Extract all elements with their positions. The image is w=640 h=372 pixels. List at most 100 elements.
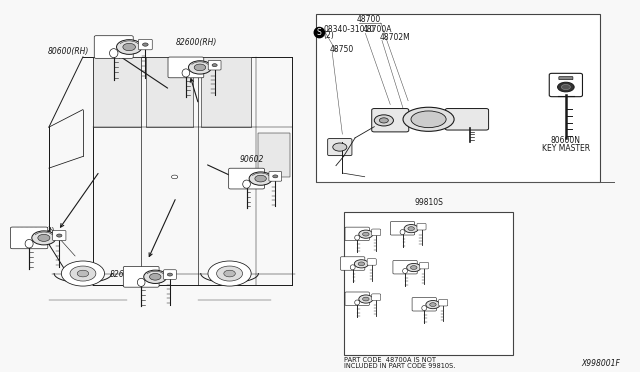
Text: 99810S: 99810S (415, 198, 444, 207)
Circle shape (429, 303, 436, 307)
Circle shape (123, 44, 136, 51)
Text: 48700A: 48700A (363, 25, 392, 34)
Ellipse shape (355, 300, 360, 305)
Circle shape (61, 261, 104, 286)
FancyBboxPatch shape (559, 77, 573, 80)
FancyBboxPatch shape (208, 60, 221, 70)
Text: KEY MASTER: KEY MASTER (542, 144, 590, 153)
Circle shape (116, 40, 142, 54)
Polygon shape (93, 57, 141, 127)
FancyBboxPatch shape (124, 266, 159, 287)
Circle shape (143, 43, 148, 46)
Circle shape (249, 172, 272, 185)
Circle shape (406, 263, 421, 272)
FancyBboxPatch shape (345, 227, 369, 241)
FancyBboxPatch shape (372, 294, 381, 301)
FancyBboxPatch shape (340, 257, 365, 270)
FancyBboxPatch shape (164, 270, 176, 279)
Text: 80600N: 80600N (551, 137, 581, 145)
Ellipse shape (138, 278, 145, 286)
Circle shape (168, 273, 173, 276)
Circle shape (363, 297, 369, 301)
Circle shape (255, 175, 266, 182)
FancyBboxPatch shape (372, 109, 409, 132)
Circle shape (38, 234, 50, 241)
Text: (2): (2) (323, 32, 334, 41)
Text: S: S (317, 28, 322, 37)
Bar (316, 14, 600, 182)
Circle shape (380, 118, 388, 123)
FancyBboxPatch shape (367, 259, 376, 265)
Circle shape (32, 231, 56, 245)
Ellipse shape (109, 49, 118, 58)
Circle shape (70, 266, 96, 281)
Text: X998001F: X998001F (581, 359, 620, 368)
FancyBboxPatch shape (372, 229, 381, 235)
Polygon shape (146, 57, 193, 127)
Text: PART CODE  48700A IS NOT: PART CODE 48700A IS NOT (344, 357, 436, 363)
Circle shape (77, 270, 89, 277)
Ellipse shape (182, 69, 189, 77)
Circle shape (557, 82, 574, 92)
FancyBboxPatch shape (412, 298, 436, 311)
FancyBboxPatch shape (269, 171, 282, 181)
Ellipse shape (422, 305, 427, 311)
Bar (344, 212, 513, 355)
FancyBboxPatch shape (52, 231, 66, 241)
Circle shape (333, 143, 347, 151)
Circle shape (172, 175, 178, 179)
Ellipse shape (400, 230, 405, 235)
Circle shape (150, 273, 161, 280)
Ellipse shape (25, 240, 33, 248)
Circle shape (273, 175, 278, 178)
FancyBboxPatch shape (390, 222, 415, 235)
FancyBboxPatch shape (420, 262, 429, 269)
Ellipse shape (350, 265, 355, 270)
FancyBboxPatch shape (328, 138, 352, 155)
Circle shape (404, 225, 419, 233)
Ellipse shape (403, 269, 408, 273)
Ellipse shape (355, 235, 360, 240)
Text: 80601(LH): 80601(LH) (15, 227, 55, 236)
FancyBboxPatch shape (94, 36, 133, 58)
Circle shape (208, 261, 251, 286)
FancyBboxPatch shape (438, 299, 448, 306)
Circle shape (374, 115, 394, 126)
Circle shape (224, 270, 236, 277)
Circle shape (408, 227, 415, 231)
Text: 82600+A(LH): 82600+A(LH) (109, 270, 161, 279)
Circle shape (363, 232, 369, 236)
FancyBboxPatch shape (549, 73, 582, 97)
Text: 80600(RH): 80600(RH) (47, 48, 89, 57)
FancyBboxPatch shape (138, 39, 152, 50)
Ellipse shape (411, 111, 446, 128)
Circle shape (216, 266, 243, 281)
Circle shape (144, 270, 167, 283)
Text: 82600(RH): 82600(RH) (175, 38, 217, 47)
Circle shape (359, 230, 373, 238)
FancyBboxPatch shape (417, 224, 426, 230)
Text: INCLUDED IN PART CODE 99810S.: INCLUDED IN PART CODE 99810S. (344, 363, 456, 369)
Circle shape (358, 262, 365, 266)
FancyBboxPatch shape (445, 109, 488, 130)
Circle shape (426, 301, 440, 309)
Ellipse shape (243, 180, 250, 188)
Text: 90602: 90602 (239, 155, 264, 164)
FancyBboxPatch shape (228, 168, 264, 189)
Circle shape (410, 266, 417, 269)
FancyBboxPatch shape (10, 227, 48, 249)
Circle shape (561, 84, 570, 90)
Circle shape (355, 260, 369, 268)
Polygon shape (201, 57, 250, 127)
FancyBboxPatch shape (393, 260, 417, 274)
Polygon shape (259, 133, 290, 177)
Text: 48700: 48700 (356, 15, 381, 24)
FancyBboxPatch shape (168, 57, 204, 78)
Circle shape (212, 64, 217, 67)
Text: 48702M: 48702M (380, 33, 410, 42)
Ellipse shape (403, 107, 454, 131)
Circle shape (359, 295, 373, 303)
Circle shape (188, 61, 211, 74)
Circle shape (194, 64, 205, 71)
FancyBboxPatch shape (345, 292, 369, 305)
